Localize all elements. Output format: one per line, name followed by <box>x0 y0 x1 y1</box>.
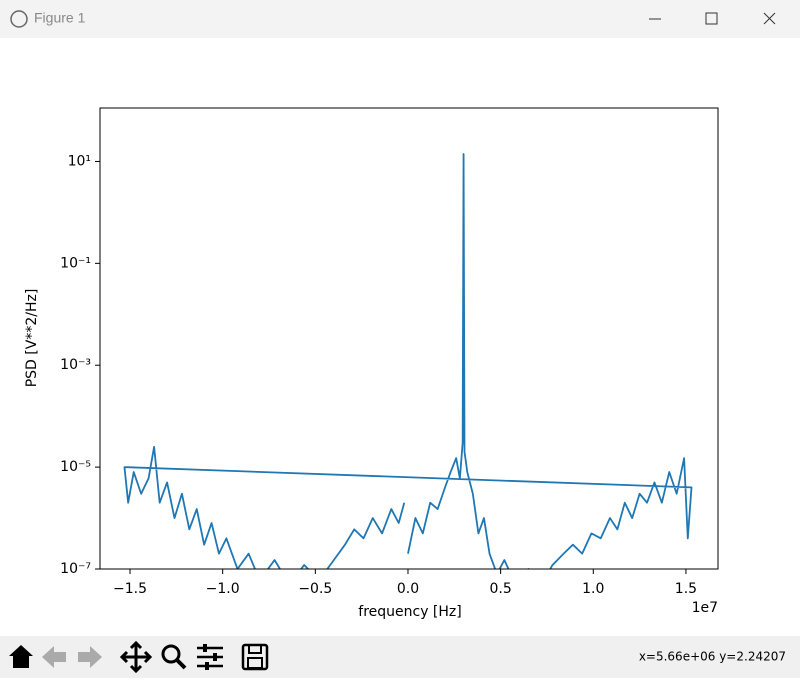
x-tick-label: 1.5 <box>675 581 697 597</box>
configure-button[interactable] <box>197 644 223 670</box>
home-button[interactable] <box>9 645 33 668</box>
y-tick-label: 10⁻⁵ <box>60 459 91 475</box>
title-bar <box>0 0 800 38</box>
psd-line <box>123 153 693 569</box>
app-icon <box>10 10 28 28</box>
y-tick-label: 10⁻³ <box>60 357 91 373</box>
x-tick-label: 0.0 <box>397 581 419 597</box>
axes-frame <box>99 107 719 570</box>
x-offset-label: 1e7 <box>692 600 718 616</box>
y-tick-label: 10¹ <box>68 153 91 169</box>
forward-button[interactable] <box>78 646 102 668</box>
x-tick-label: 0.5 <box>490 581 512 597</box>
x-tick-label: −1.0 <box>206 581 240 597</box>
zoom-button[interactable] <box>161 644 187 670</box>
pan-button[interactable] <box>119 640 153 674</box>
save-button[interactable] <box>241 643 269 671</box>
x-tick-label: −0.5 <box>298 581 332 597</box>
y-axis-label: PSD [V**2/Hz] <box>24 289 40 388</box>
y-tick-label: 10⁻¹ <box>60 255 91 271</box>
window-title: Figure 1 <box>34 10 86 26</box>
y-tick-label: 10⁻⁷ <box>60 561 91 577</box>
status-text: x=5.66e+06 y=2.24207 <box>639 650 786 664</box>
x-axis-label: frequency [Hz] <box>358 604 461 620</box>
back-button[interactable] <box>42 646 66 668</box>
plot: −1.5 −1.0 −0.5 0.0 0.5 1.0 1.5 10¹ 10⁻¹ 10⁻³ 10⁻⁵ 1… <box>60 153 697 597</box>
maximize-button[interactable] <box>705 12 718 25</box>
x-tick-label: 1.0 <box>582 581 604 597</box>
x-tick-label: −1.5 <box>113 581 147 597</box>
close-button[interactable] <box>763 12 776 25</box>
